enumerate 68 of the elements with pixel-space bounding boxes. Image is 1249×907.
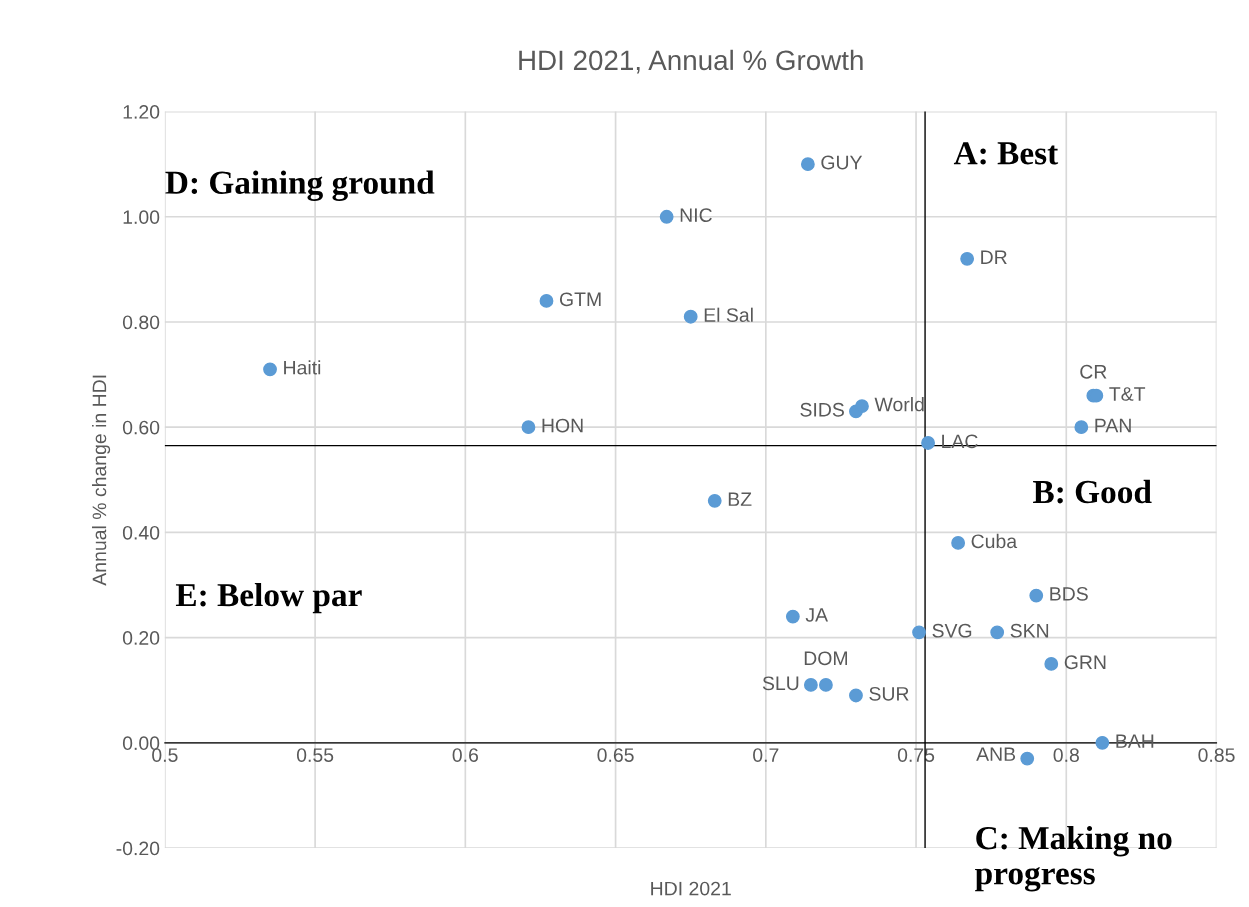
point (990, 625, 1005, 640)
annotation: SLU (762, 676, 799, 691)
annotation: SUR (869, 686, 909, 701)
x-tick-label: 0.8 (1053, 748, 1079, 762)
chart-title: HDI 2021, Annual % Growth (519, 49, 863, 74)
point (1044, 657, 1059, 671)
point (960, 251, 975, 266)
point (800, 157, 815, 172)
point (855, 399, 869, 414)
point (707, 493, 722, 508)
y-tick-label: 1.20 (123, 105, 160, 119)
point (921, 436, 935, 450)
annotation: A: Best (953, 142, 1059, 165)
annotation: JA (805, 608, 829, 622)
annotation: B: Good (1033, 479, 1152, 504)
annotation: BDS (1050, 586, 1088, 601)
y-tick-label: -0.20 (116, 841, 160, 856)
y-tick-label: 0.80 (122, 315, 160, 330)
point (803, 678, 818, 692)
annotation: SVG (932, 623, 972, 638)
y-axis-title: Annual % change in HDI (92, 375, 111, 586)
point (785, 609, 800, 624)
annotation: SKN (1010, 623, 1049, 638)
point (1020, 751, 1035, 766)
x-tick-label: 0.55 (296, 748, 334, 762)
annotation: T&T (1109, 387, 1146, 401)
annotation: DOM (804, 651, 847, 666)
x-tick-label: 0.6 (452, 748, 478, 762)
annotation: Cuba (971, 533, 1018, 549)
x-tick-label: 0.65 (597, 748, 634, 762)
point (683, 309, 698, 324)
point (951, 536, 966, 550)
point (849, 688, 863, 703)
y-tick-label: 1.00 (123, 210, 160, 225)
x-tick-label: 0.85 (1198, 748, 1235, 762)
annotation: BZ (728, 492, 752, 506)
annotation: ANB (976, 747, 1016, 761)
x-tick-label: 0.5 (152, 748, 178, 762)
x-tick-label: 0.7 (753, 748, 779, 762)
annotation: HON (542, 418, 583, 433)
y-tick-label: 0.20 (122, 631, 160, 645)
point (263, 362, 277, 377)
annotation: CR (1080, 364, 1107, 379)
annotation: El Sal (704, 307, 753, 322)
annotation: D: Gaining ground (165, 170, 435, 201)
annotation: GUY (821, 155, 863, 170)
annotation: GTM (559, 292, 601, 307)
point (819, 678, 833, 692)
point (1095, 735, 1110, 750)
point (1029, 588, 1044, 603)
point (912, 625, 926, 640)
y-tick-label: 0.60 (122, 420, 160, 435)
x-axis-title: HDI 2021 (651, 881, 731, 896)
annotation: GRN (1064, 655, 1106, 670)
point (1074, 420, 1089, 435)
annotation: SIDS (800, 402, 844, 417)
annotation: C: Making no progress (975, 825, 1172, 892)
point (659, 209, 674, 224)
annotation: PAN (1095, 418, 1131, 433)
annotation: Haiti (284, 360, 321, 375)
annotation: NIC (680, 208, 712, 222)
annotation: DR (981, 250, 1007, 264)
annotation: E: Below par (175, 582, 362, 614)
y-tick-label: 0.40 (122, 525, 160, 540)
annotation: World (874, 397, 924, 412)
point (539, 294, 554, 308)
point (521, 420, 536, 435)
y-tick-label: 0.00 (122, 736, 160, 751)
